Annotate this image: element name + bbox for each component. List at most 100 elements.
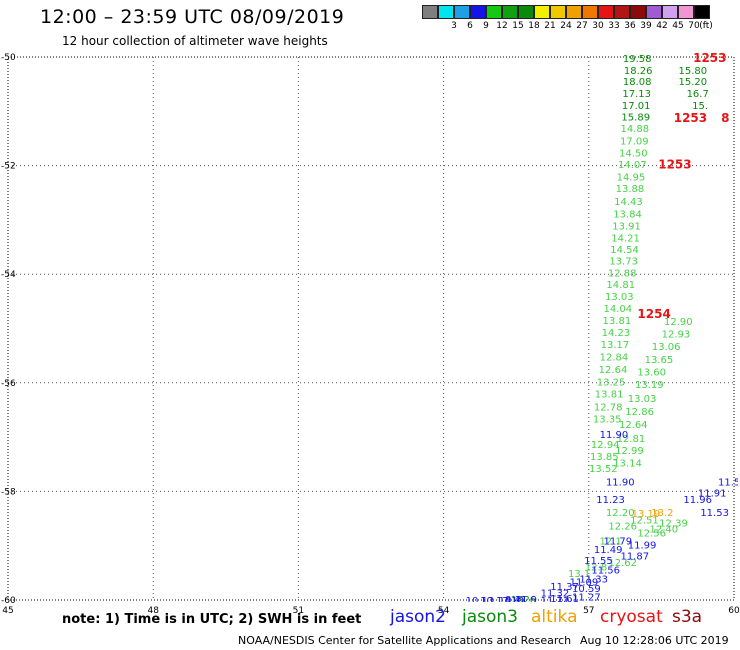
x-tick-label: 54 bbox=[438, 606, 450, 616]
data-label-altika: 13.2 bbox=[651, 508, 673, 519]
data-label-jason2: 11.9 bbox=[515, 595, 537, 606]
data-label-jason2: 10.17 bbox=[480, 596, 509, 607]
x-tick-label: 51 bbox=[293, 606, 304, 616]
x-tick-label: 48 bbox=[147, 606, 159, 616]
legend-swatch bbox=[678, 5, 694, 19]
legend-swatch bbox=[502, 5, 518, 19]
data-label-jason3-light: 13.81 bbox=[603, 316, 632, 327]
data-label-jason3-light: 12.78 bbox=[594, 403, 623, 414]
data-label-jason3-light: 14.95 bbox=[617, 172, 646, 183]
y-tick-label: -58 bbox=[1, 487, 16, 497]
data-label-jason2: 11.79 bbox=[604, 536, 633, 547]
data-label-jason3: 15.89 bbox=[621, 113, 650, 124]
data-label-jason3-light: 13.06 bbox=[652, 342, 681, 353]
data-label-jason3-light: 13.91 bbox=[612, 221, 641, 232]
legend-label: 6 bbox=[467, 21, 473, 31]
legend-swatch bbox=[598, 5, 614, 19]
data-label-jason3: 15. bbox=[692, 101, 708, 112]
legend-swatch bbox=[694, 5, 710, 19]
data-label-jason3-light: 14.50 bbox=[619, 149, 648, 160]
legend-label: 24 bbox=[560, 21, 572, 31]
data-label-jason3-light: 14.54 bbox=[610, 245, 639, 256]
data-label-jason2: 1410 bbox=[499, 596, 524, 607]
data-label-jason3-light: 12.90 bbox=[664, 317, 693, 328]
data-label-jason3-light: 14.04 bbox=[604, 304, 633, 315]
data-label-cryosat: 1253 bbox=[658, 158, 691, 172]
data-label-jason3-light: 14.88 bbox=[620, 124, 649, 135]
data-label-jason2: 11.61 bbox=[550, 594, 579, 605]
data-label-jason3: 18.26 bbox=[624, 66, 653, 77]
data-label-jason3-light: 12.86 bbox=[625, 407, 654, 418]
data-label-jason3-light: 14.07 bbox=[618, 160, 647, 171]
data-label-jason3-light: 12.26 bbox=[608, 522, 637, 533]
legend-label: 45 bbox=[672, 21, 684, 31]
data-label-altika: 13.19 bbox=[632, 509, 661, 520]
legend-swatch bbox=[422, 5, 438, 19]
legend-swatch bbox=[518, 5, 534, 19]
data-label-jason2: 11.53 bbox=[700, 508, 729, 519]
legend-swatch bbox=[566, 5, 582, 19]
data-label-jason2: 11.55 bbox=[584, 556, 613, 567]
legend-label: 15 bbox=[512, 21, 524, 31]
data-label-cryosat: 1253 bbox=[674, 111, 707, 125]
legend-swatch bbox=[534, 5, 550, 19]
data-label-jason2: 11.23 bbox=[596, 495, 625, 506]
legend-swatch bbox=[486, 5, 502, 19]
data-label-jason3: 15.20 bbox=[679, 77, 708, 88]
data-label-jason2: 11.5 bbox=[718, 478, 740, 489]
legend-label: 12 bbox=[496, 21, 508, 31]
data-label-jason3-light: 12.84 bbox=[600, 353, 629, 364]
legend-label: 42 bbox=[656, 21, 668, 31]
data-label-jason3: 15.80 bbox=[679, 66, 708, 77]
satellite-label-jason3: jason3 bbox=[462, 607, 518, 627]
satellite-label-cryosat: cryosat bbox=[600, 607, 663, 627]
y-tick-label: -50 bbox=[1, 53, 16, 63]
data-label-jason3-light: 13.19 bbox=[635, 380, 664, 391]
satellite-label-s3a: s3a bbox=[672, 607, 703, 627]
data-label-jason2: 11.49 bbox=[594, 545, 623, 556]
data-label-jason3-light: 13.03 bbox=[605, 292, 634, 303]
data-label-jason2: 11.90 bbox=[606, 478, 635, 489]
data-label-jason3-light: 12.81 bbox=[617, 434, 646, 445]
footer-timestamp: Aug 10 12:28:06 UTC 2019 bbox=[580, 634, 729, 647]
chart-subtitle: 12 hour collection of altimeter wave hei… bbox=[62, 34, 328, 48]
data-label-jason3-light: 13.35 bbox=[593, 415, 622, 426]
data-label-jason2: 11.91 bbox=[698, 488, 727, 499]
data-label-jason3-light: 13.17 bbox=[601, 340, 630, 351]
y-tick-label: -52 bbox=[1, 162, 16, 172]
chart-title: 12:00 – 23:59 UTC 08/09/2019 bbox=[40, 6, 345, 28]
data-label-jason2: 10.13 bbox=[466, 596, 495, 607]
legend-swatch bbox=[582, 5, 598, 19]
data-label-jason3-light: 12.94 bbox=[591, 440, 620, 451]
legend-swatch bbox=[662, 5, 678, 19]
data-label-jason2: 11.56 bbox=[591, 566, 620, 577]
data-label-jason3-light: 12.40 bbox=[649, 524, 678, 535]
data-label-cryosat: 1253 bbox=[693, 51, 726, 65]
data-label-jason3-light: 13.84 bbox=[613, 209, 642, 220]
y-tick-label: -56 bbox=[1, 379, 16, 389]
data-label-jason3: 16.7 bbox=[687, 89, 709, 100]
data-label-jason3-light: 13.14 bbox=[613, 459, 642, 470]
satellite-label-jason2: jason2 bbox=[390, 607, 446, 627]
data-label-jason3-light: 12.1 bbox=[599, 536, 621, 547]
data-label-jason3: 18.08 bbox=[623, 77, 652, 88]
legend-unit: (ft) bbox=[699, 21, 713, 31]
data-label-jason2: 10.59 bbox=[572, 584, 601, 595]
data-label-jason3: 17.01 bbox=[622, 101, 651, 112]
plot-frame bbox=[7, 56, 735, 601]
legend-label: 36 bbox=[624, 21, 636, 31]
data-label-jason3-light: 12.99 bbox=[615, 446, 644, 457]
data-label-jason2: 11.96 bbox=[683, 495, 712, 506]
data-label-jason2: 11.27 bbox=[572, 593, 601, 604]
legend-swatch bbox=[438, 5, 454, 19]
data-label-jason3-light: 14.23 bbox=[602, 328, 631, 339]
data-label-jason3-light: 13.85 bbox=[590, 452, 619, 463]
data-label-jason3-light: 12.64 bbox=[599, 365, 628, 376]
data-label-jason2: 11.37 bbox=[550, 582, 579, 593]
data-label-jason3-light: 14.81 bbox=[606, 280, 635, 291]
legend-label: 70 bbox=[688, 21, 700, 31]
data-label-jason3-light: 12.56 bbox=[637, 529, 666, 540]
data-label-jason3-light: 13.73 bbox=[609, 257, 638, 268]
